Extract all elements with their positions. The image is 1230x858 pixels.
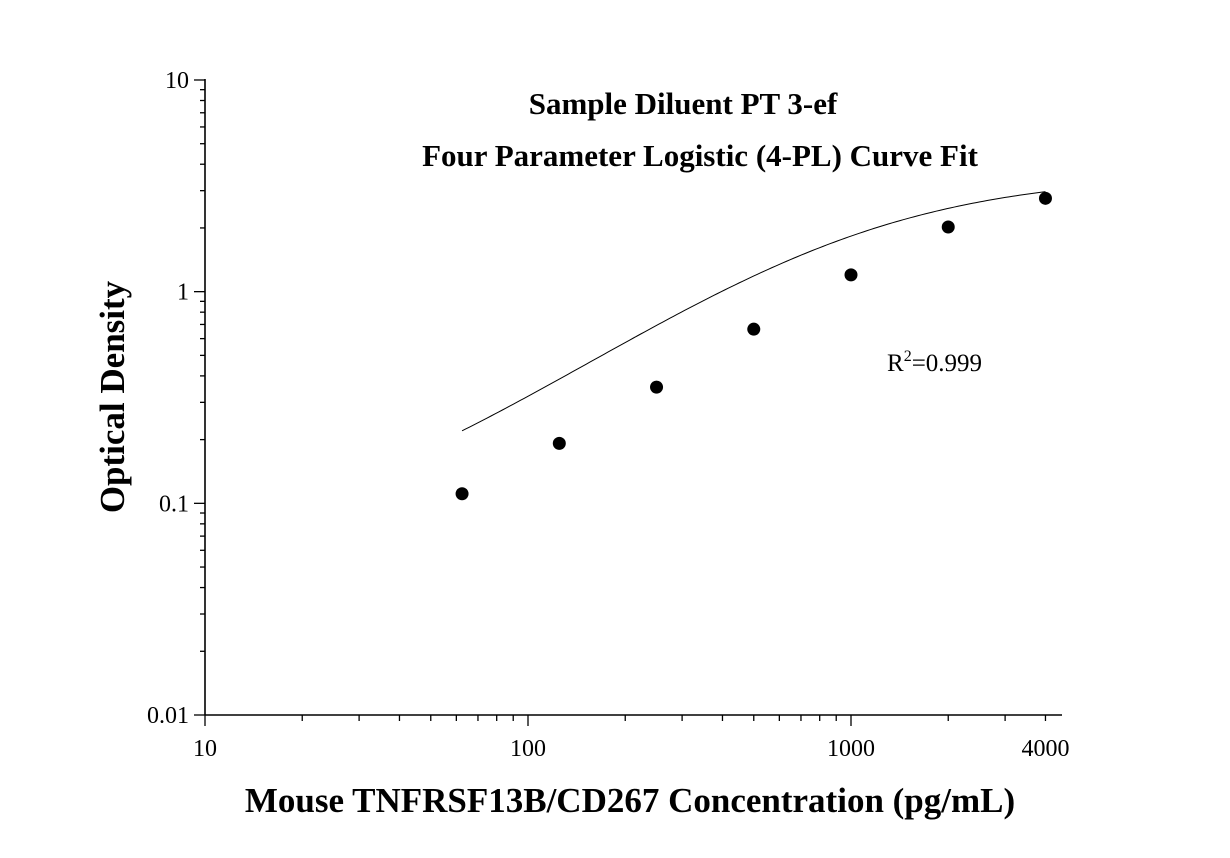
data-point: [747, 322, 761, 336]
fit-curve: [461, 191, 1046, 432]
x-tick-label: 1000: [827, 736, 875, 762]
y-axis-title: Optical Density: [93, 280, 132, 513]
chart-title-line: Sample Diluent PT 3-ef: [529, 86, 838, 121]
x-tick-labels: 10 100 1000 4000: [193, 736, 1069, 762]
chart-title-line: Four Parameter Logistic (4-PL) Curve Fit: [422, 138, 979, 173]
y-tick-label: 1: [177, 280, 189, 306]
x-tick-label: 10: [193, 736, 217, 762]
data-point: [552, 436, 566, 450]
y-tick-label: 10: [165, 68, 189, 94]
r-squared-annotation: R2=0.999: [887, 348, 982, 377]
r-squared-superscript: 2: [904, 348, 912, 365]
data-point: [455, 487, 469, 501]
chart-title: Sample Diluent PT 3-ef Four Parameter Log…: [422, 86, 979, 173]
data-point: [941, 220, 955, 234]
data-point: [650, 380, 664, 394]
y-tick-label: 0.1: [159, 491, 189, 517]
x-tick-label: 100: [510, 736, 546, 762]
y-ticks: [194, 79, 205, 716]
x-axis-title: Mouse TNFRSF13B/CD267 Concentration (pg/…: [245, 781, 1015, 820]
x-ticks: [204, 715, 1047, 726]
r-squared-value: =0.999: [912, 350, 982, 377]
data-point: [1038, 191, 1052, 205]
data-points: [455, 191, 1052, 501]
y-tick-label: 0.01: [147, 703, 189, 729]
x-tick-label: 4000: [1021, 736, 1069, 762]
plot-axes: [204, 79, 1062, 716]
data-point: [844, 268, 858, 282]
y-tick-labels: 0.01 0.1 1 10: [147, 68, 189, 729]
r-squared-symbol: R: [887, 350, 904, 377]
